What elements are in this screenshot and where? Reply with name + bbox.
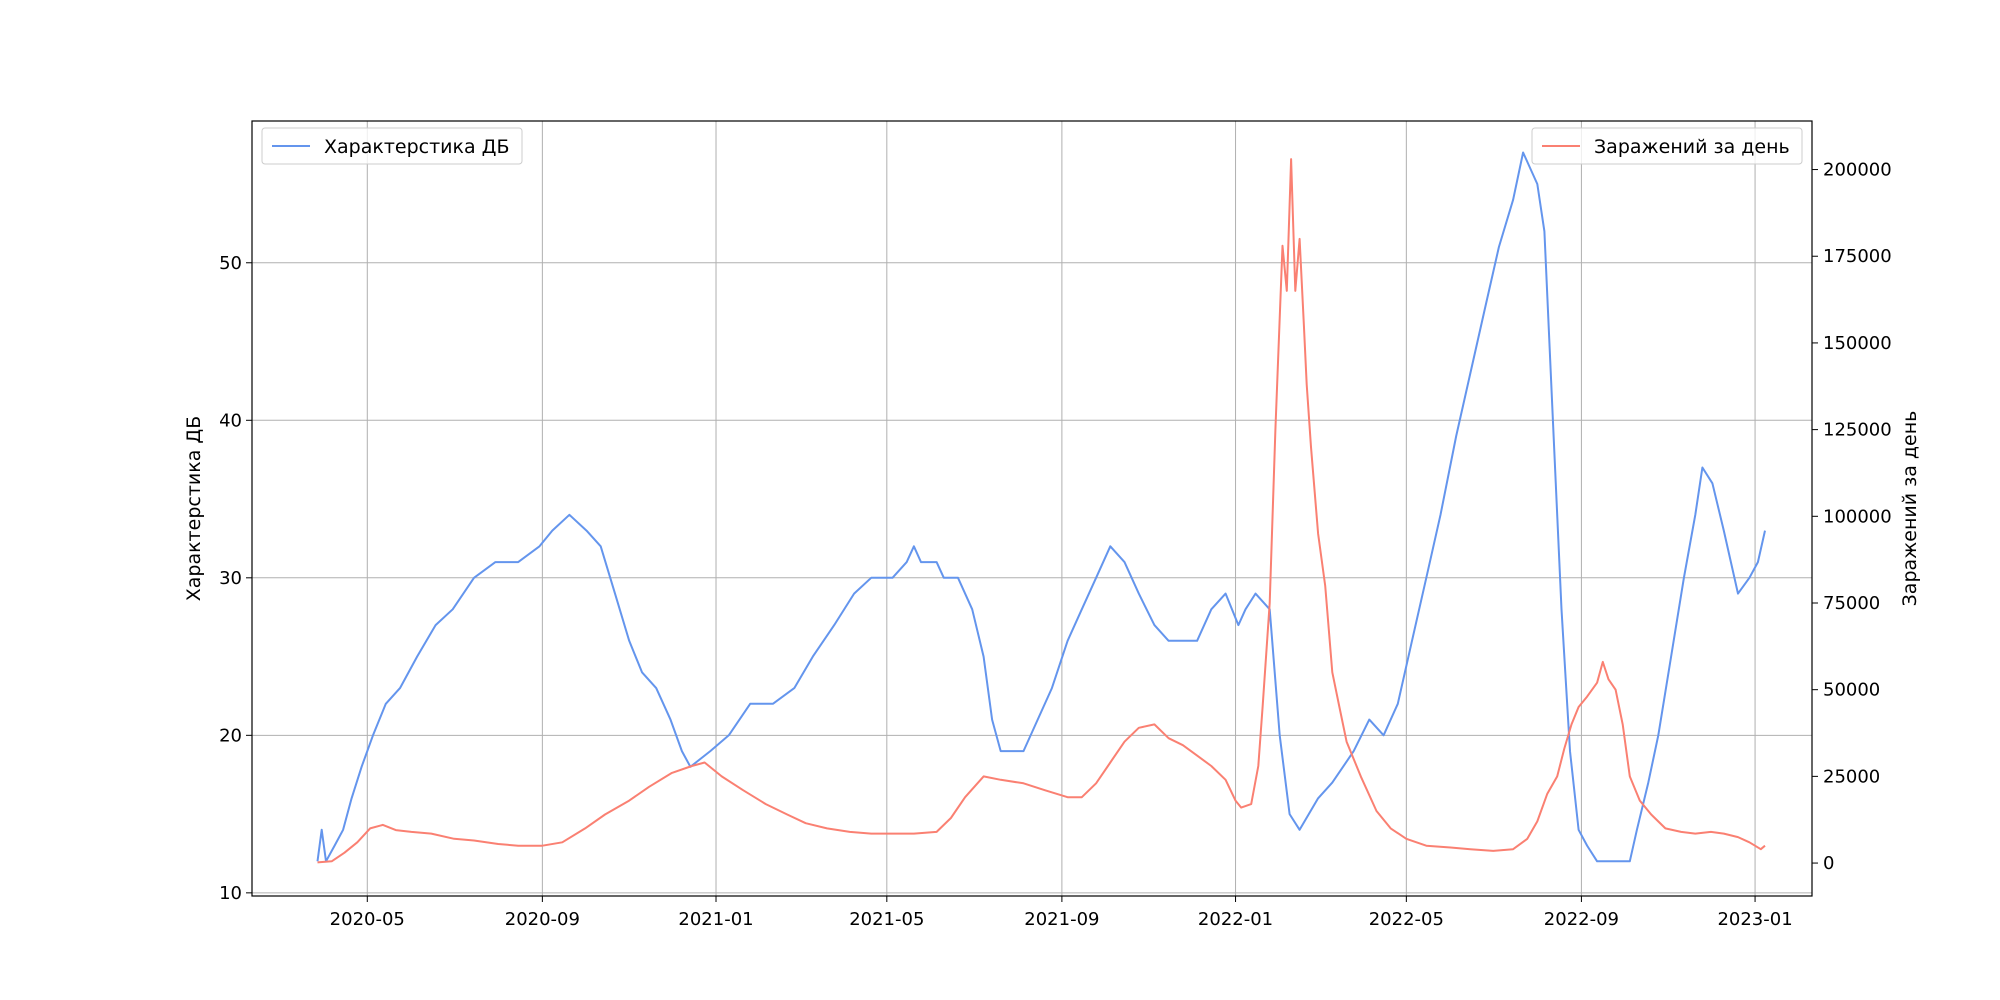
x-tick-label: 2022-09: [1544, 909, 1619, 930]
legend-left-box: [261, 127, 523, 165]
y-right-axis-label: Заражений за день: [1899, 411, 1921, 607]
y-right-tick-label: 0: [1823, 853, 1834, 874]
x-tick-label: 2021-05: [849, 909, 924, 930]
y-right-tick-label: 25000: [1823, 766, 1880, 787]
grid: [252, 121, 1812, 896]
y-left-tick-label: 40: [219, 410, 242, 431]
x-tick-label: 2020-05: [330, 909, 405, 930]
series-layer: [316, 151, 1766, 864]
y-left-tick-label: 20: [219, 725, 242, 746]
series-line-1: [316, 151, 1766, 863]
y-left-axis: 10 20 30 40 50: [219, 253, 252, 904]
legend-right-box: [1531, 127, 1803, 165]
y-right-tick-label: 175000: [1823, 246, 1892, 267]
x-tick-label: 2022-01: [1198, 909, 1273, 930]
y-left-tick-label: 50: [219, 253, 242, 274]
x-tick-label: 2021-09: [1024, 909, 1099, 930]
y-left-tick-label: 30: [219, 568, 242, 589]
legend-right-label: Заражений за день: [1594, 136, 1790, 158]
x-tick-label: 2023-01: [1717, 909, 1792, 930]
x-tick-label: 2021-01: [678, 909, 753, 930]
x-tick-label: 2020-09: [505, 909, 580, 930]
y-left-tick-label: 10: [219, 883, 242, 904]
y-right-axis: 0 25000 50000 75000 100000 125000 150000 175000…: [1812, 160, 1892, 874]
y-left-axis-label: Характерстика ДБ: [183, 416, 205, 602]
x-tick-label: 2022-05: [1369, 909, 1444, 930]
plot-frame: [251, 120, 1813, 897]
legend-left-label: Характерстика ДБ: [324, 136, 510, 158]
y-right-tick-label: 125000: [1823, 420, 1892, 441]
x-axis: 2020-05 2020-09 2021-01 2021-05 2021-09 2022-…: [330, 896, 1793, 930]
y-right-tick-label: 150000: [1823, 333, 1892, 354]
y-right-tick-label: 75000: [1823, 593, 1880, 614]
legend-left: Характерстика ДБ: [261, 127, 523, 165]
series-line-2: [317, 158, 1766, 864]
y-right-tick-label: 100000: [1823, 506, 1892, 527]
y-right-tick-label: 200000: [1823, 160, 1892, 181]
legend-right: Заражений за день: [1531, 127, 1803, 165]
y-right-tick-label: 50000: [1823, 680, 1880, 701]
